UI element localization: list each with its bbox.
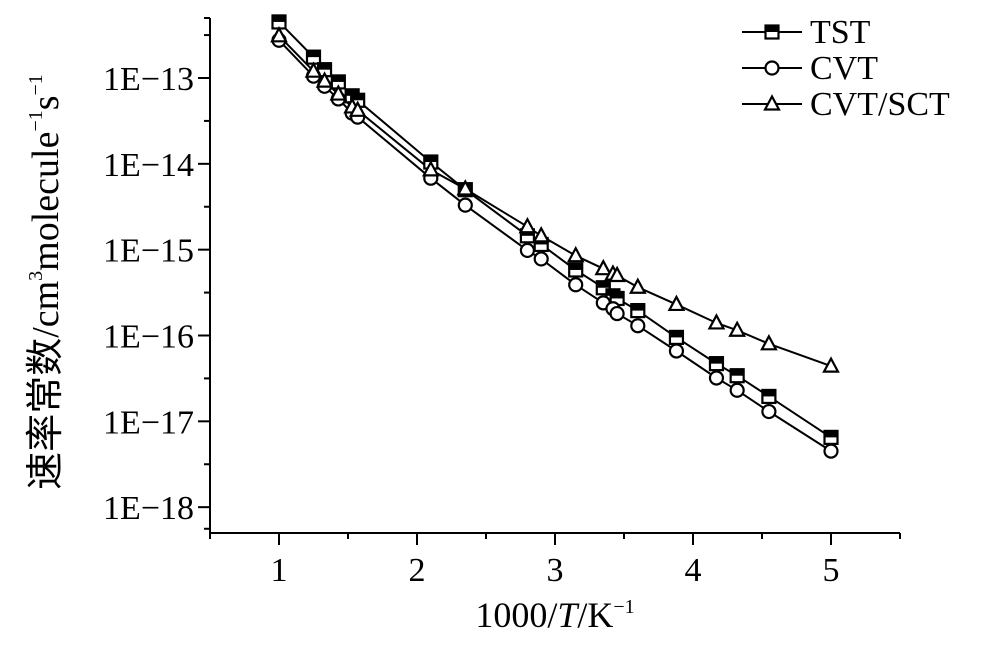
x-axis-label-prefix: 1000/: [475, 595, 557, 635]
data-point-circle: [823, 443, 839, 459]
data-point-triangle: [348, 100, 367, 117]
data-point-square: [316, 62, 333, 78]
x-axis-label-unit: /K: [577, 595, 613, 635]
data-point-square: [823, 429, 839, 445]
data-point-square: [708, 356, 725, 372]
data-point-circle: [708, 370, 725, 386]
data-point-triangle: [707, 313, 726, 330]
y-ticks: 1E−13 1E−14 1E−15 1E−16 1E−17 1E−18: [103, 17, 210, 530]
data-point-triangle: [532, 225, 551, 243]
data-point-triangle: [728, 320, 747, 337]
data-point-square: [729, 368, 745, 384]
x-tick-label: 5: [823, 552, 840, 589]
legend-marker-square: [764, 24, 780, 40]
data-point-circle: [519, 242, 536, 259]
legend-item: CVT: [742, 50, 878, 87]
data-point-triangle: [315, 71, 334, 88]
y-axis-label-tail: s: [25, 95, 67, 110]
y-axis-label-exp3: −1: [25, 74, 47, 95]
x-tick-label: 1: [271, 552, 288, 589]
x-axis-label-exp: −1: [613, 596, 634, 618]
legend-label: CVT: [810, 50, 878, 87]
x-tick-label: 4: [685, 552, 702, 589]
data-point-triangle: [594, 258, 613, 276]
x-axis-label: 1000/T/K−1: [475, 595, 634, 635]
y-tick-label: 1E−18: [103, 490, 194, 527]
data-point-square: [568, 262, 584, 278]
legend-label: CVT/SCT: [810, 86, 950, 123]
data-point-circle: [609, 305, 625, 322]
y-tick-label: 1E−17: [103, 404, 194, 441]
data-point-triangle: [566, 245, 585, 263]
data-point-triangle: [628, 277, 647, 294]
data-point-circle: [457, 197, 473, 213]
data-point-circle: [668, 343, 685, 359]
y-axis-label-exp1: 3: [25, 271, 47, 281]
data-point-circle: [729, 382, 745, 398]
y-axis-label-main: 速率常数/cm: [25, 281, 67, 490]
data-point-circle: [568, 277, 584, 293]
axes: [209, 18, 900, 534]
legend-item: CVT/SCT: [742, 86, 950, 123]
data-point-triangle: [518, 216, 537, 234]
data-point-triangle: [760, 333, 778, 351]
series-line-triangle: [278, 35, 832, 368]
y-tick-label: 1E−16: [103, 318, 194, 355]
x-axis-label-var: T: [557, 595, 580, 635]
series-markers: [270, 14, 840, 459]
data-point-circle: [533, 251, 549, 267]
data-point-triangle: [304, 61, 323, 78]
data-point-square: [305, 49, 322, 65]
legend-label: TST: [810, 14, 871, 51]
x-tick-label: 3: [547, 552, 564, 589]
data-point-triangle: [329, 84, 348, 101]
data-point-circle: [630, 318, 646, 334]
legend-marker-triangle: [763, 94, 781, 111]
legend-marker-circle: [764, 60, 780, 76]
data-point-triangle: [270, 25, 288, 43]
series-lines: [278, 21, 832, 452]
x-ticks: 1 2 3 4 5: [209, 533, 901, 589]
data-point-square: [761, 388, 777, 405]
series-line-square: [278, 21, 832, 439]
y-tick-label: 1E−15: [103, 233, 194, 270]
y-tick-label: 1E−13: [103, 61, 194, 98]
y-axis-label-exp2: −1: [25, 110, 47, 131]
legend-item: TST: [742, 14, 871, 51]
y-axis-label: 速率常数/cm3molecule−1s−1: [25, 74, 67, 490]
y-tick-label: 1E−14: [103, 147, 194, 184]
data-point-square: [668, 329, 685, 346]
data-point-triangle: [421, 160, 440, 177]
y-axis-label-mid: molecule: [25, 132, 67, 271]
data-point-triangle: [667, 294, 686, 312]
data-point-triangle: [608, 265, 626, 283]
data-point-triangle: [456, 179, 475, 196]
data-point-square: [630, 303, 646, 319]
data-point-triangle: [822, 356, 840, 373]
data-point-circle: [761, 403, 777, 420]
x-tick-label: 2: [409, 552, 426, 589]
